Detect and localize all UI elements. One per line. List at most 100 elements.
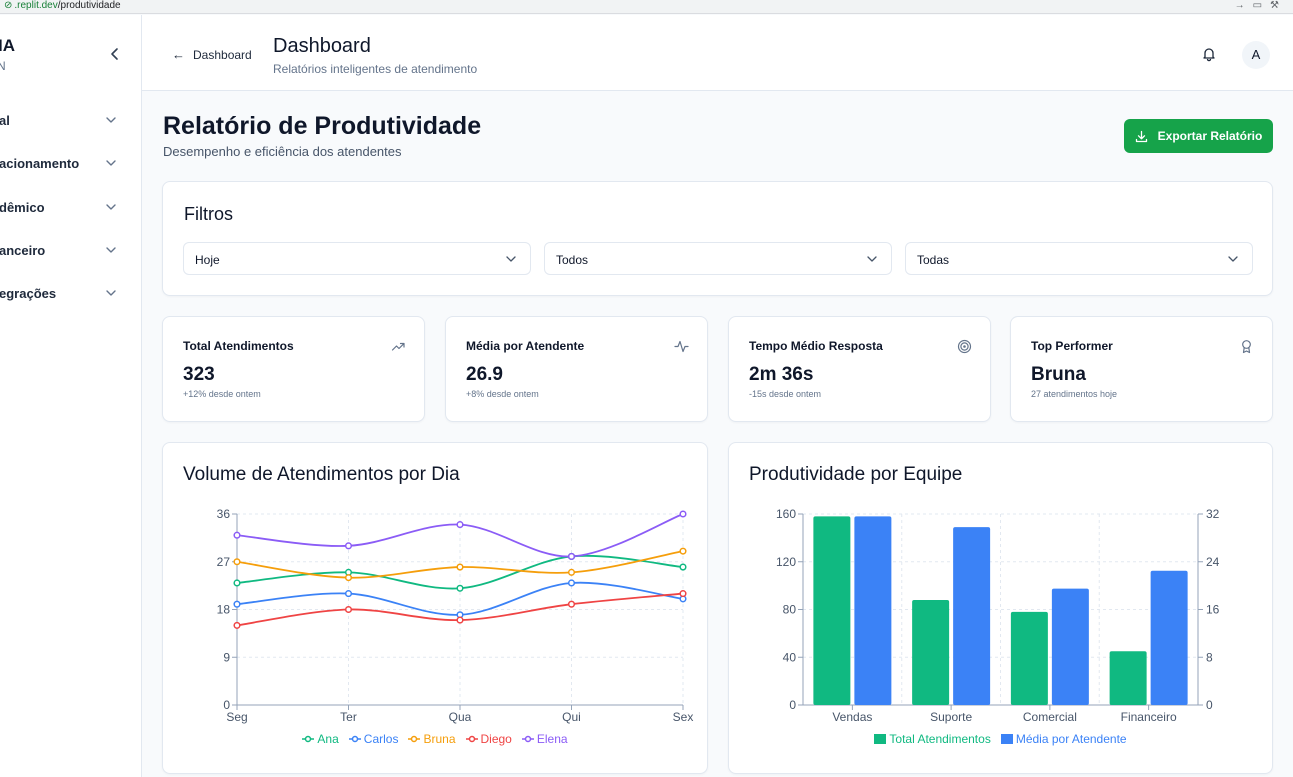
trending-up-icon <box>391 342 405 351</box>
kpi-card-average: Média por Atendente 26.9 +8% desde ontem <box>445 316 708 422</box>
url-text[interactable]: ⊘ .replit.dev/produtividade <box>4 0 121 12</box>
kpi-value: Bruna <box>1031 364 1086 385</box>
wrench-icon[interactable]: ⚒ <box>1270 0 1287 11</box>
attendant-select[interactable]: Todos <box>544 242 892 275</box>
bar-chart-title: Produtividade por Equipe <box>749 464 963 485</box>
bar-total-suporte <box>912 599 950 705</box>
y-left-tick-label: 0 <box>789 698 796 712</box>
y-right-tick-label: 8 <box>1206 650 1213 664</box>
data-point <box>233 579 241 587</box>
x-tick-label: Vendas <box>832 710 872 724</box>
bar-average-suporte <box>953 527 991 705</box>
sidebar-item-2[interactable]: dêmico <box>0 193 141 223</box>
bar-chart-legend: Total Atendimentos Média por Atendente <box>729 732 1272 746</box>
y-left-tick-label: 120 <box>776 555 796 569</box>
legend-label: Média por Atendente <box>1015 732 1127 746</box>
data-point <box>233 558 241 566</box>
back-button-label: Dashboard <box>193 47 252 62</box>
connection-icon: ⊘ <box>4 0 13 11</box>
y-tick-label: 0 <box>223 698 230 712</box>
x-tick-label: Suporte <box>930 710 972 724</box>
legend-swatch <box>348 735 361 743</box>
sidebar-item-4[interactable]: egrações <box>0 279 141 309</box>
data-point <box>456 584 464 592</box>
legend-label: Total Atendimentos <box>889 732 991 746</box>
chevron-down-icon <box>506 256 516 262</box>
legend-label: Ana <box>317 732 339 746</box>
kpi-note: +12% desde ontem <box>183 389 261 399</box>
kpi-card-response-time: Tempo Médio Resposta 2m 36s -15s desde o… <box>728 316 991 422</box>
y-left-tick-label: 80 <box>783 603 797 617</box>
browser-tools: →▭⚒ <box>1235 0 1287 12</box>
bar-total-vendas <box>813 516 851 705</box>
screen-icon[interactable]: ▭ <box>1252 0 1271 11</box>
sidebar-item-0[interactable]: al <box>0 106 141 136</box>
forward-icon[interactable]: → <box>1234 0 1253 11</box>
y-left-tick-label: 160 <box>776 507 796 521</box>
daily-volume-chart-card: Volume de Atendimentos por Dia 0 9 18 27 36 S… <box>162 442 708 774</box>
kpi-label: Tempo Médio Resposta <box>749 339 883 353</box>
legend-item[interactable]: Diego <box>465 732 512 746</box>
bar-average-financeiro <box>1150 570 1188 705</box>
line-chart-title: Volume de Atendimentos por Dia <box>183 464 460 485</box>
line-chart: 0 9 18 27 36 Seg Ter Qua Qui Sex <box>217 507 694 724</box>
legend-item[interactable]: Carlos <box>348 732 398 746</box>
page-title: Relatório de Produtividade <box>163 112 482 140</box>
bar-total-financeiro <box>1109 651 1147 705</box>
y-tick-label: 18 <box>217 603 231 617</box>
team-select[interactable]: Todas <box>905 242 1253 275</box>
y-right-tick-label: 0 <box>1206 698 1213 712</box>
x-tick-label: Sex <box>673 710 694 724</box>
sidebar-item-3[interactable]: anceiro <box>0 236 141 266</box>
y-right-tick-label: 32 <box>1206 507 1220 521</box>
kpi-note: 27 atendimentos hoje <box>1031 389 1118 399</box>
user-avatar[interactable]: A <box>1242 41 1270 69</box>
collapse-sidebar-button[interactable] <box>106 45 124 63</box>
legend-item[interactable]: Total Atendimentos <box>874 732 991 746</box>
legend-item[interactable]: Média por Atendente <box>1000 732 1127 746</box>
sidebar-item-1[interactable]: acionamento <box>0 149 141 179</box>
sidebar-item-label: egrações <box>0 286 57 301</box>
legend-item[interactable]: Bruna <box>408 732 456 746</box>
filters-card: Filtros Hoje Todos Todas <box>162 181 1273 296</box>
chevron-down-icon <box>106 290 116 296</box>
kpi-value: 26.9 <box>466 364 503 385</box>
data-point <box>567 552 576 560</box>
filters-title: Filtros <box>184 204 233 224</box>
y-right-tick-label: 24 <box>1206 555 1220 569</box>
data-point <box>567 579 576 587</box>
attendant-select-value: Todos <box>556 253 589 267</box>
data-point <box>233 531 241 539</box>
browser-url-bar[interactable]: ⊘ .replit.dev/produtividade →▭⚒ <box>0 0 1293 14</box>
chevron-down-icon <box>867 256 877 262</box>
kpi-card-top-performer: Top Performer Bruna 27 atendimentos hoje <box>1010 316 1273 422</box>
bar-average-vendas <box>854 516 892 705</box>
legend-item[interactable]: Elena <box>521 732 568 746</box>
activity-icon <box>674 340 689 353</box>
period-select-value: Hoje <box>195 253 220 267</box>
sidebar-item-label: dêmico <box>0 200 45 215</box>
period-select[interactable]: Hoje <box>183 242 531 275</box>
y-left-tick-label: 40 <box>783 650 797 664</box>
team-select-value: Todas <box>917 253 950 267</box>
kpi-label: Top Performer <box>1031 339 1113 353</box>
chevron-down-icon <box>106 117 116 123</box>
y-tick-label: 27 <box>217 555 231 569</box>
legend-item[interactable]: Ana <box>302 732 339 746</box>
kpi-label: Média por Atendente <box>466 339 585 353</box>
back-to-dashboard-button[interactable]: ← Dashboard <box>172 47 252 62</box>
bell-icon[interactable] <box>1201 46 1217 62</box>
x-tick-label: Qui <box>562 710 581 724</box>
legend-swatch <box>1000 734 1013 744</box>
data-point <box>679 510 687 518</box>
legend-swatch <box>874 734 887 744</box>
data-point <box>344 605 353 614</box>
export-report-button[interactable]: Exportar Relatório <box>1124 119 1273 153</box>
download-icon <box>1135 130 1147 142</box>
arrow-left-icon: ← <box>172 47 185 62</box>
data-point <box>456 616 464 624</box>
chevron-left-icon <box>111 48 118 60</box>
legend-swatch <box>408 735 421 743</box>
data-point <box>344 590 353 598</box>
chevron-down-icon <box>106 160 116 166</box>
